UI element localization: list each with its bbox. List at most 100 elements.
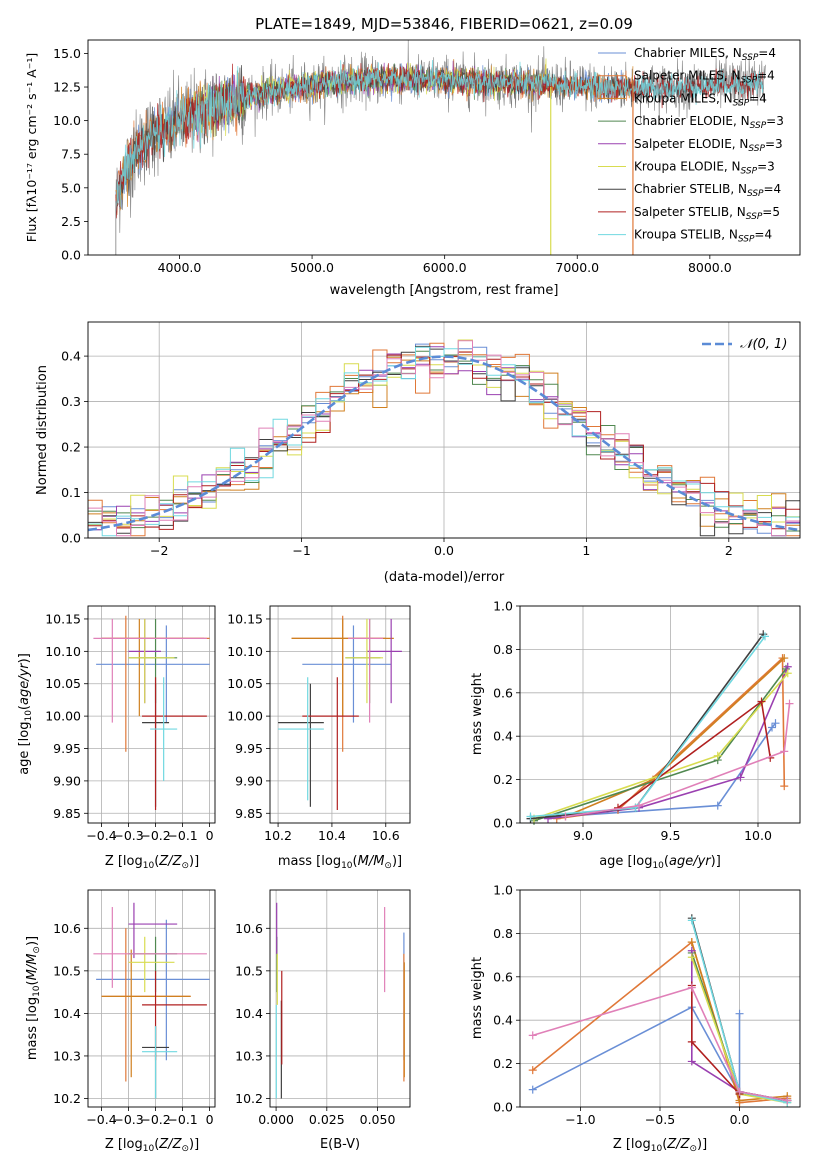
axes-frame-mass_vs_Z: [87, 889, 216, 1108]
y-tick-label: 0.4: [61, 349, 81, 364]
residual-histogram: [88, 340, 800, 538]
x-tick-label: 0.050: [360, 1112, 396, 1127]
weight-marker: [761, 632, 769, 641]
weight-marker: [528, 1085, 537, 1094]
weight-marker: [544, 814, 552, 823]
y-tick-label: 9.95: [235, 741, 263, 756]
axes-weight_vs_Z: −1.0 −0.5 0.0 0.0 0.2 0.4 0.6 0.8 1.0: [493, 883, 800, 1127]
legend-label: Chabrier STELIB, NSSP=4: [634, 182, 781, 199]
x-tick-label: 10.0: [744, 828, 772, 843]
gaussian-curve: [88, 355, 800, 532]
weight-marker: [687, 983, 696, 992]
y-tick-label: 0.6: [493, 969, 513, 984]
y-tick-label: 12.5: [53, 80, 81, 95]
x-tick-label: −0.3: [113, 1112, 143, 1127]
legend-label: 𝒩(0, 1): [740, 337, 787, 352]
weight-line: [532, 1006, 741, 1095]
y-tick-label: 0.0: [493, 816, 513, 831]
weight-line: [532, 986, 788, 1102]
weight-marker: [771, 719, 780, 728]
mass-vs-Z-ylabel: mass [log10(M/M⊙)]: [25, 936, 42, 1060]
y-tick-label: 10.2: [235, 1091, 263, 1106]
y-tick-label: 10.15: [45, 611, 81, 626]
weight-marker: [528, 1066, 537, 1075]
legend-label: Kroupa MILES, NSSP=4: [634, 91, 767, 108]
axes-age_vs_mass: 10.2 10.4 10.6 9.85 9.90 9.95 10.00 10.05 10.10 1…: [227, 606, 410, 843]
y-tick-label: 10.05: [45, 676, 81, 691]
weight-marker: [757, 697, 766, 706]
y-tick-label: 10.2: [53, 1091, 81, 1106]
y-tick-label: 0.2: [61, 440, 81, 455]
x-tick-label: 10.6: [372, 828, 400, 843]
y-tick-label: 10.05: [227, 676, 263, 691]
spectrum-xlabel: wavelength [Angstrom, rest frame]: [330, 283, 559, 298]
x-tick-label: −0.4: [86, 828, 116, 843]
y-tick-label: 10.0: [53, 113, 81, 128]
weight-marker: [713, 801, 722, 810]
weight-marker: [780, 782, 789, 791]
x-tick-label: −1.0: [565, 1112, 595, 1127]
y-tick-label: 10.6: [235, 921, 263, 936]
y-tick-label: 10.4: [235, 1006, 263, 1021]
y-tick-label: 10.10: [45, 644, 81, 659]
y-tick-label: 0.0: [61, 248, 81, 263]
x-tick-label: 7000.0: [555, 260, 599, 275]
y-tick-label: 10.00: [227, 709, 263, 724]
y-tick-label: 1.0: [493, 599, 513, 614]
y-tick-label: 9.85: [235, 806, 263, 821]
weight-marker: [687, 938, 696, 947]
legend-label: Kroupa STELIB, NSSP=4: [634, 228, 772, 245]
x-tick-label: 0: [206, 828, 214, 843]
x-tick-label: 9.0: [573, 828, 593, 843]
y-tick-label: 10.00: [45, 709, 81, 724]
y-tick-label: 0.2: [493, 772, 513, 787]
y-tick-label: 0.6: [493, 685, 513, 700]
y-tick-label: 10.10: [227, 644, 263, 659]
weight-marker: [713, 751, 722, 760]
axes-frame-weight_vs_age: [519, 605, 801, 824]
weight-marker: [528, 1031, 537, 1040]
legend-label: Salpeter STELIB, NSSP=5: [634, 205, 780, 222]
legend-label: Chabrier MILES, NSSP=4: [634, 46, 776, 63]
y-tick-label: 9.90: [53, 773, 81, 788]
x-tick-label: −0.1: [167, 1112, 197, 1127]
axes-residuals: −2 −1 0.0 1 2 0.0 0.1 0.2 0.3 0.4: [61, 322, 800, 558]
x-tick-label: −0.3: [113, 828, 143, 843]
axes-mass_vs_ebv: 0.000 0.025 0.050 10.2 10.3 10.4 10.5 10.6: [235, 890, 410, 1127]
weight-vs-Z-xlabel: Z [log10(Z/Z⊙)]: [613, 1137, 707, 1154]
weight-marker: [780, 747, 789, 756]
y-tick-label: 0.0: [61, 531, 81, 546]
axes-frame-weight_vs_Z: [519, 889, 801, 1108]
weight-marker: [780, 654, 789, 663]
weight-line: [547, 666, 789, 820]
mass-vs-ebv-xlabel: E(B-V): [320, 1137, 360, 1152]
y-tick-label: 9.95: [53, 741, 81, 756]
y-tick-label: 9.90: [235, 773, 263, 788]
age-vs-Z-ylabel: age [log10(age/yr)]: [17, 653, 34, 775]
weight-marker: [687, 953, 696, 962]
y-tick-label: 10.15: [227, 611, 263, 626]
y-tick-label: 1.0: [493, 883, 513, 898]
legend-label: Chabrier ELODIE, NSSP=3: [634, 114, 784, 131]
weight-marker: [783, 669, 792, 678]
weight-marker: [735, 1009, 744, 1018]
weight-marker: [785, 699, 794, 708]
y-tick-label: 0.0: [493, 1100, 513, 1115]
x-tick-label: −0.2: [140, 828, 170, 843]
weight-vs-age-ylabel: mass weight: [470, 673, 485, 755]
x-tick-label: 9.5: [661, 828, 681, 843]
age-vs-mass-xlabel: mass [log10(M/M⊙)]: [278, 854, 402, 871]
residual-histogram: [88, 346, 800, 538]
y-tick-label: 10.4: [53, 1006, 81, 1021]
y-tick-label: 0.8: [493, 642, 513, 657]
x-tick-label: 6000.0: [423, 260, 467, 275]
age-vs-Z-xlabel: Z [log10(Z/Z⊙)]: [105, 854, 199, 871]
axes-spectrum: 4000.0 5000.0 6000.0 7000.0 8000.0 0.0 2.5 5.0 7…: [53, 46, 732, 275]
y-tick-label: 0.4: [493, 1013, 513, 1028]
weight-marker: [687, 1037, 696, 1046]
x-tick-label: 5000.0: [290, 260, 334, 275]
y-tick-label: 10.3: [235, 1048, 263, 1063]
y-tick-label: 0.2: [493, 1056, 513, 1071]
spectrum-model-line: [115, 59, 764, 212]
